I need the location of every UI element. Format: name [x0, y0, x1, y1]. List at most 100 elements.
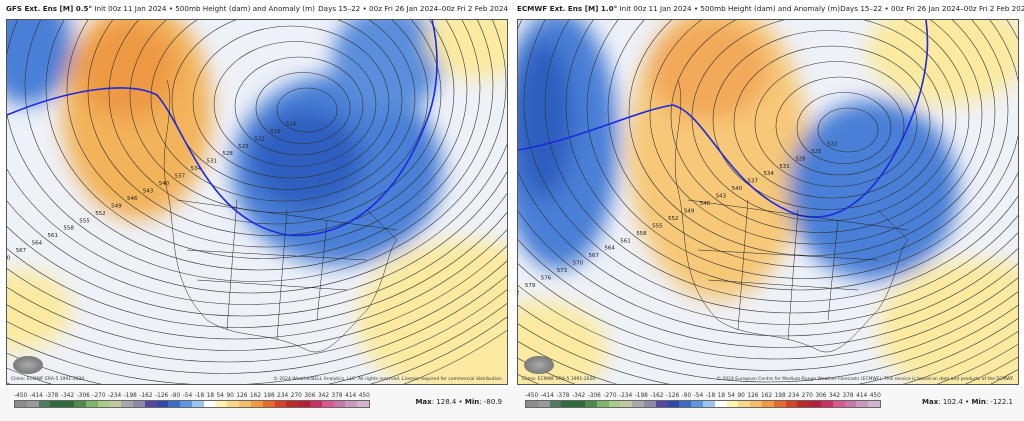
height-contour [649, 20, 983, 245]
map-ecmwf[interactable]: 522 525 528 531 534 537 540 543 546 549 552 555 558 5… [517, 19, 1019, 385]
height-contour [234, 56, 364, 156]
colorbar-tick: 234 [277, 393, 289, 399]
height-contour [213, 41, 377, 167]
colorbar-swatch [262, 401, 275, 407]
colorbar-swatch [785, 401, 798, 407]
contour-label: 552 [95, 211, 106, 217]
map-gfs[interactable]: 516 519 522 525 528 531 534 537 540 543 546 549 552 5… [6, 19, 508, 385]
max-label: Max [922, 398, 939, 406]
colorbar-tick: 270 [290, 393, 302, 399]
colorbar-tick: -234 [619, 393, 633, 399]
colorbar-swatch [868, 401, 880, 407]
colorbar-tick: -198 [634, 393, 648, 399]
colorbar-tick: 450 [358, 393, 370, 399]
colorbar-swatch [809, 401, 821, 407]
colorbar-tick: 306 [815, 393, 827, 399]
colorbar-swatch [345, 401, 358, 407]
colorbar-tick: -54 [693, 393, 704, 399]
colorbar-tick: 18 [717, 393, 726, 399]
colorbar-tick: 126 [236, 393, 248, 399]
colorbar-tick: -90 [681, 393, 692, 399]
contour-label: 537 [175, 174, 186, 180]
max-label: Max [415, 398, 432, 406]
coastlines-borders [163, 79, 398, 353]
height-contour [518, 20, 1018, 325]
colorbar-tick: 162 [249, 393, 262, 399]
weatherbell-logo [13, 356, 43, 374]
height-contour [108, 20, 442, 225]
colorbar-tick: 378 [331, 393, 343, 399]
contour-label: 570 [573, 261, 584, 267]
height-contour [150, 20, 416, 202]
contour-label: 522 [827, 141, 838, 147]
max-min: Max: 128.4 • Min: -80.9 [415, 398, 502, 406]
colorbar-swatch [62, 401, 74, 407]
height-contour [7, 260, 507, 363]
panel-title: ECMWF Ext. Ens [M] 1.0° Init 00z 11 Jan … [517, 4, 1024, 13]
colorbar-swatch [856, 401, 869, 407]
colorbar-swatch [85, 401, 98, 407]
colorbar-swatch [239, 401, 251, 407]
colorbar-tick: -54 [182, 393, 193, 399]
contour-label: 573 [557, 268, 568, 274]
colorbar-swatch [144, 401, 157, 407]
height-contour [7, 171, 507, 305]
climo-note: Climo: ECMWF ERA-5 1991-2020 [11, 377, 85, 382]
colorbar-swatch [286, 401, 299, 407]
contour-label: 537 [748, 179, 759, 185]
colorbar-tick: -414 [29, 393, 43, 399]
colorbar-tick: -198 [123, 393, 137, 399]
contour-label: 576 [541, 276, 552, 282]
height-contours: 516 519 522 525 528 531 534 537 540 543 546 549 552 5… [7, 20, 507, 384]
colorbar-tick: -162 [139, 393, 153, 399]
colorbar-swatch [180, 401, 192, 407]
contour-label: 519 [270, 129, 281, 135]
colorbar-swatch [121, 401, 133, 407]
contour-label: 543 [143, 188, 154, 194]
contour-label: 582 [518, 290, 520, 296]
height-contour [87, 20, 455, 236]
height-contour [607, 20, 1009, 268]
contour-label: 525 [811, 149, 822, 155]
anomaly-pos-weak [868, 20, 1018, 105]
anomaly-neg [788, 100, 958, 280]
height-contour [817, 107, 879, 153]
contour-label: 558 [636, 231, 647, 237]
540-contour [7, 20, 438, 237]
anomaly-neg-core [518, 40, 573, 200]
contour-label: 561 [48, 233, 59, 239]
height-contour [255, 72, 351, 144]
copyright: © 2024 WeatherBELL Analytics, LLC. All r… [273, 377, 504, 382]
contour-label: 531 [779, 164, 790, 170]
colorbar-swatch [561, 401, 574, 407]
colorbar-swatch [726, 401, 739, 407]
colorbar-scale [525, 400, 881, 408]
anomaly-neg [7, 20, 72, 105]
colorbar-swatch [797, 401, 810, 407]
height-contour [796, 92, 892, 164]
colorbar-tick: 54 [216, 393, 224, 399]
contour-label: 567 [589, 253, 600, 259]
height-contour [7, 20, 507, 294]
colorbar-swatch [844, 401, 857, 407]
contour-label: 534 [763, 171, 774, 177]
colorbar-tick: 342 [828, 393, 841, 399]
colorbar-swatch [50, 401, 63, 407]
colorbar-swatch [526, 401, 538, 407]
contour-label: 531 [207, 159, 218, 165]
height-contour [7, 229, 507, 340]
colorbar-swatch [632, 401, 644, 407]
contour-label: 555 [79, 218, 90, 224]
anomaly-pos-weak [427, 20, 507, 80]
min-value: -80.9 [483, 398, 502, 406]
height-contour [518, 238, 1018, 348]
colorbar-swatch [97, 401, 110, 407]
colorbar-tick: -270 [92, 393, 106, 399]
contour-label: 570 [7, 256, 11, 262]
colorbar-swatch [333, 401, 346, 407]
height-contour [518, 284, 1018, 371]
colorbar-swatch [321, 401, 334, 407]
model-name: ECMWF Ext. Ens [M] 1.0° [517, 4, 618, 13]
height-contour [129, 20, 429, 213]
colorbar-tick: -126 [155, 393, 169, 399]
